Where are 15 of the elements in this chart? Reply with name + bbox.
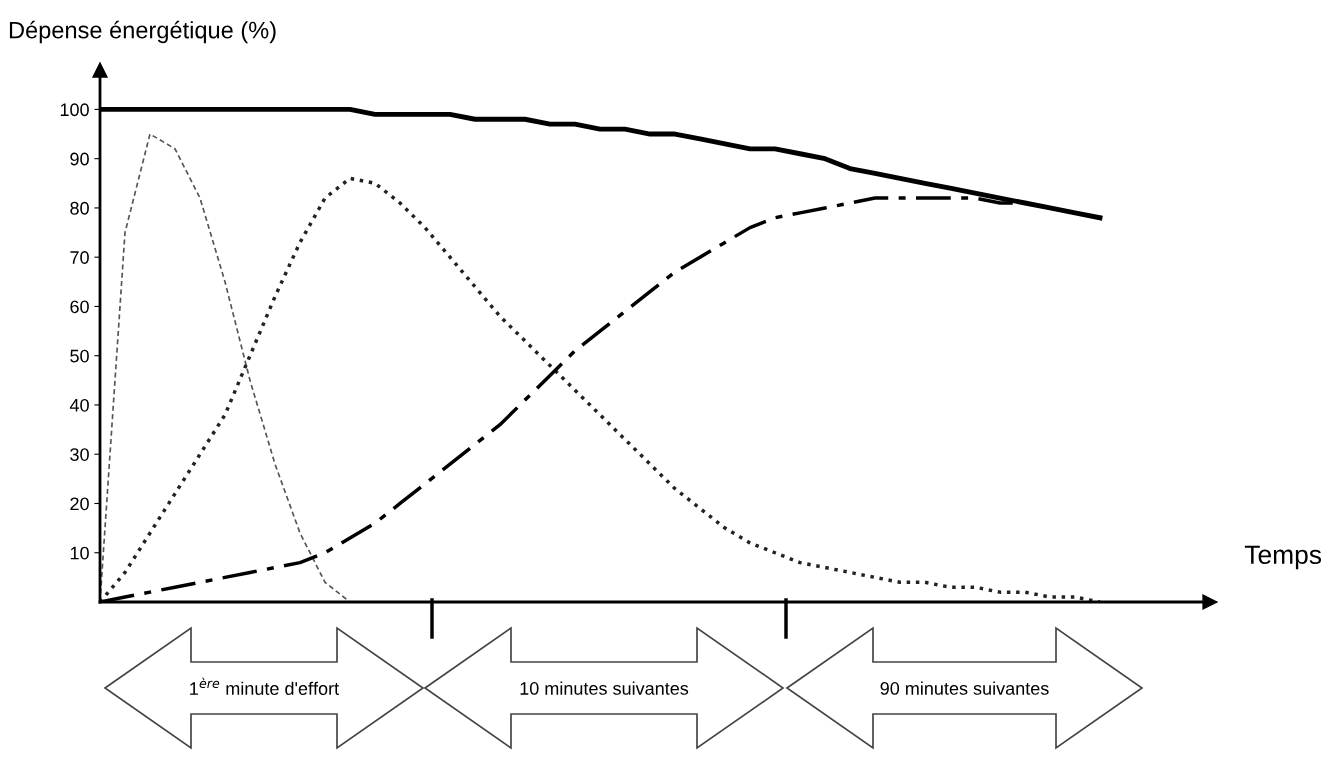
- y-tick-label: 60: [70, 300, 89, 314]
- y-tick-label: 100: [60, 103, 89, 117]
- y-tick-label: 80: [70, 201, 89, 215]
- y-tick-label: 40: [69, 398, 89, 412]
- y-tick-label: 10: [70, 546, 89, 560]
- y-tick-label: 50: [70, 349, 89, 363]
- y-tick-label: 20: [70, 497, 89, 511]
- y-tick-label: 70: [70, 251, 89, 264]
- text: Temps: [1244, 545, 1322, 570]
- y-tick-label: 30: [70, 448, 89, 461]
- text: 90 minutes suivantes: [880, 681, 1049, 695]
- text: 1$^{ère}$ minute d'effort: [190, 677, 339, 695]
- y-tick-label: 90: [70, 152, 89, 166]
- y-axis-title: Dépense énergétique (%): [9, 20, 276, 44]
- text: 10 minutes suivantes: [520, 681, 689, 695]
